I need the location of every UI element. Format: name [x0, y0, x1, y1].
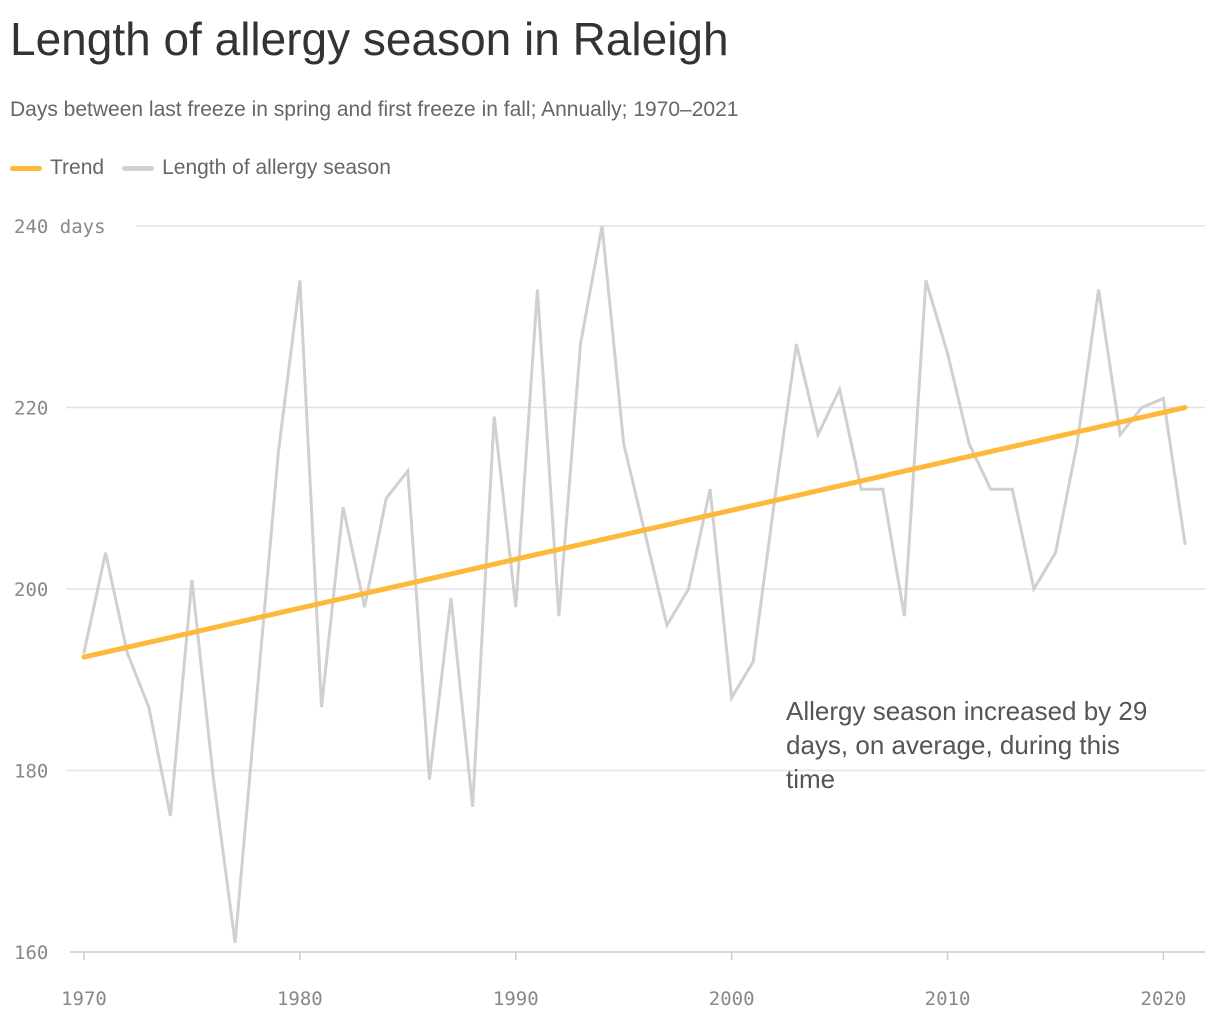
- x-tick-label-2020: 2020: [1141, 988, 1187, 1010]
- y-tick-label-200: 200: [14, 579, 48, 601]
- x-tick-label-2000: 2000: [709, 988, 755, 1010]
- legend-swatch-trend: [10, 165, 42, 171]
- x-tick-label-1980: 1980: [277, 988, 323, 1010]
- legend-swatch-series: [122, 165, 155, 171]
- chart-subtitle: Days between last freeze in spring and f…: [10, 98, 739, 121]
- legend-item-series: Length of allergy season: [122, 156, 391, 180]
- x-tick-label-1970: 1970: [61, 988, 107, 1010]
- legend-label-series: Length of allergy season: [162, 156, 391, 179]
- y-tick-label-180: 180: [14, 761, 48, 783]
- legend-label-trend: Trend: [50, 156, 105, 179]
- x-tick-label-1990: 1990: [493, 988, 539, 1010]
- chart-annotation: Allergy season increased by 29 days, on …: [786, 696, 1148, 794]
- y-tick-label-160: 160: [14, 942, 48, 964]
- y-tick-label-240: 240 days: [14, 216, 106, 238]
- legend-item-trend: Trend: [10, 156, 104, 180]
- y-tick-label-220: 220: [14, 398, 48, 420]
- chart-legend: Trend Length of allergy season: [10, 156, 409, 180]
- series-line-allergy-season: [82, 225, 1187, 944]
- trend-line: [81, 405, 1188, 660]
- x-tick-label-2010: 2010: [925, 988, 971, 1010]
- chart-title: Length of allergy season in Raleigh: [10, 13, 729, 65]
